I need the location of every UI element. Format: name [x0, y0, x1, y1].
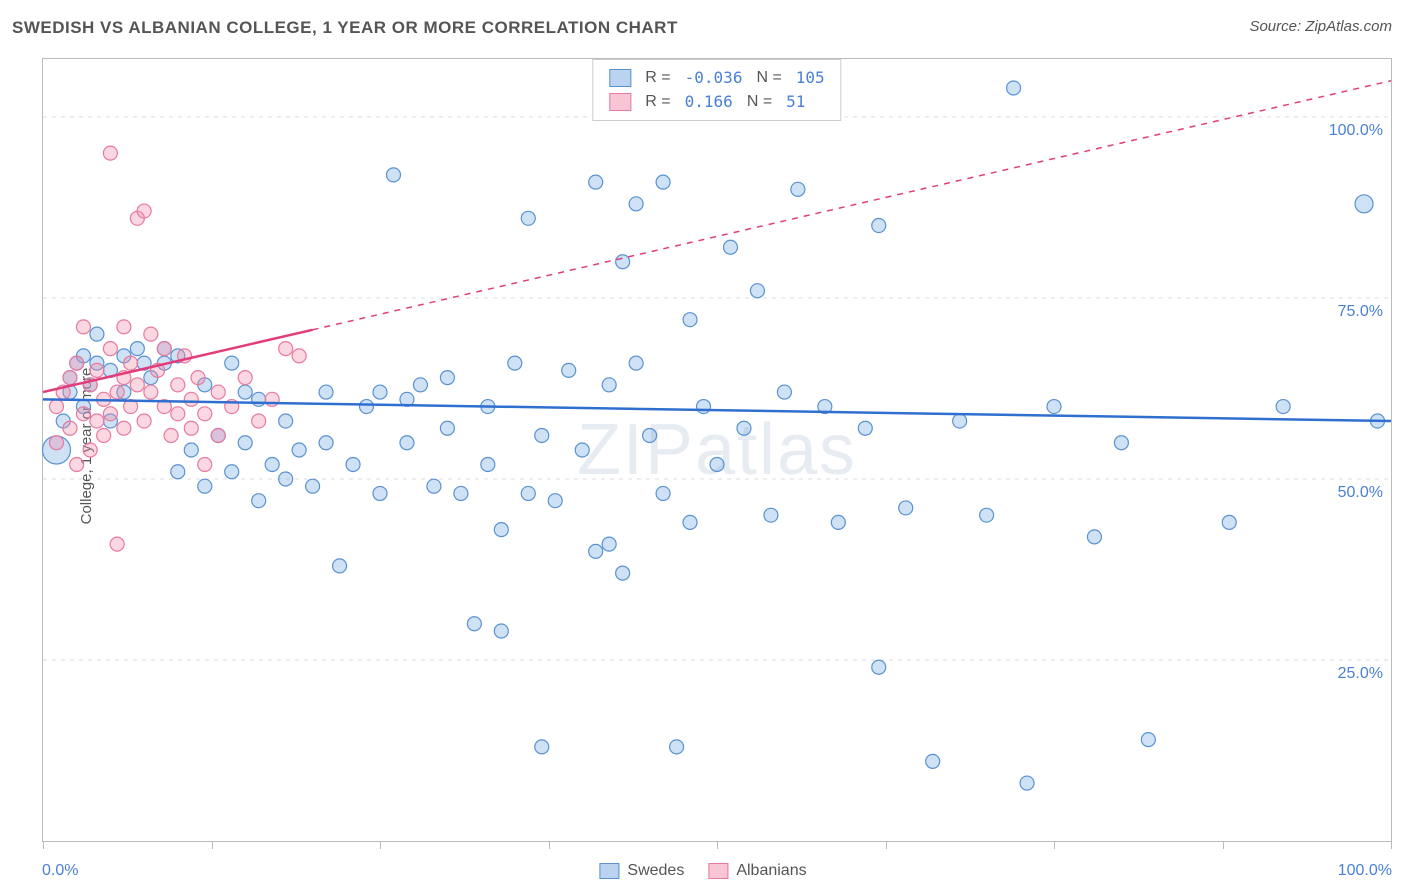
legend-label: Albanians [736, 862, 806, 880]
stat-n-value: 51 [786, 90, 805, 114]
legend-bottom: Swedes Albanians [599, 862, 806, 880]
x-tick-mark [1054, 841, 1055, 849]
x-tick-mark [380, 841, 381, 849]
stat-r-value: -0.036 [685, 66, 743, 90]
y-tick-label: 50.0% [1338, 484, 1383, 502]
stat-n-value: 105 [796, 66, 825, 90]
y-tick-label: 25.0% [1338, 665, 1383, 683]
swatch-albanians-icon [609, 93, 631, 111]
stat-r-value: 0.166 [685, 90, 733, 114]
swatch-swedes-icon [609, 69, 631, 87]
stats-legend-box: R = -0.036 N = 105 R = 0.166 N = 51 [592, 59, 841, 121]
legend-item-albanians: Albanians [708, 862, 806, 880]
y-tick-label: 75.0% [1338, 303, 1383, 321]
legend-item-swedes: Swedes [599, 862, 684, 880]
x-axis-max-label: 100.0% [1338, 862, 1392, 880]
legend-swatch-albanians-icon [708, 863, 728, 879]
x-tick-mark [549, 841, 550, 849]
x-axis-min-label: 0.0% [42, 862, 78, 880]
x-tick-mark [717, 841, 718, 849]
source-attribution: Source: ZipAtlas.com [1249, 18, 1392, 35]
legend-label: Swedes [627, 862, 684, 880]
x-tick-mark [43, 841, 44, 849]
x-tick-mark [212, 841, 213, 849]
stat-r-label: R = [645, 90, 670, 114]
stat-n-label: N = [747, 90, 772, 114]
stats-row-swedes: R = -0.036 N = 105 [609, 66, 824, 90]
x-tick-mark [886, 841, 887, 849]
plot-area: ZIPatlas R = -0.036 N = 105 R = 0.166 N … [42, 58, 1392, 842]
y-tick-label: 100.0% [1329, 122, 1383, 140]
chart-svg [43, 59, 1391, 841]
legend-swatch-swedes-icon [599, 863, 619, 879]
x-tick-mark [1391, 841, 1392, 849]
chart-title: SWEDISH VS ALBANIAN COLLEGE, 1 YEAR OR M… [12, 18, 678, 38]
x-tick-mark [1223, 841, 1224, 849]
stat-n-label: N = [756, 66, 781, 90]
stats-row-albanians: R = 0.166 N = 51 [609, 90, 824, 114]
stat-r-label: R = [645, 66, 670, 90]
